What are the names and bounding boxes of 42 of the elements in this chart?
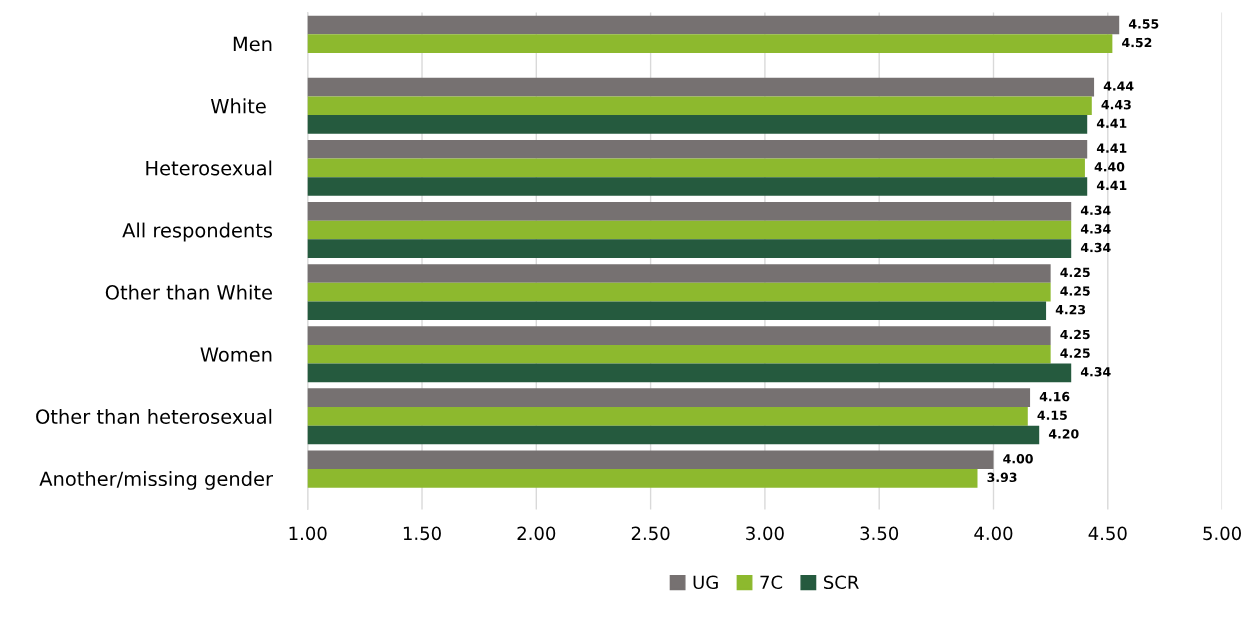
data-label: 4.40 [1094,162,1125,172]
data-label: 4.55 [1128,19,1159,29]
y-tick-label: Men [233,36,272,52]
data-label: 4.41 [1096,143,1127,153]
data-label: 4.25 [1060,286,1090,296]
x-tick-label: 5.00 [1203,526,1241,541]
y-tick-label: White [210,98,266,114]
data-label: 4.15 [1037,410,1067,420]
data-label: 4.20 [1048,429,1079,439]
x-tick-label: 4.50 [1088,526,1127,541]
data-label: 4.34 [1080,367,1111,377]
y-tick-label: All respondents [122,222,273,242]
data-label: 3.93 [987,472,1017,483]
y-tick-label: Women [200,347,272,362]
data-label: 4.44 [1103,81,1134,91]
x-tick-label: 4.00 [974,526,1013,541]
data-label: 4.16 [1039,391,1070,402]
x-tick-label: 2.50 [631,526,670,541]
data-label: 4.41 [1096,180,1127,190]
y-tick-label: Other than heterosexual [36,408,272,424]
data-label: 4.25 [1060,348,1090,358]
data-label: 4.52 [1122,37,1152,48]
x-tick-label: 2.00 [517,526,556,541]
x-tick-label: 3.50 [860,526,899,541]
y-tick-label: Other than White [105,284,272,300]
data-label: 4.43 [1101,99,1131,110]
data-label: 4.34 [1080,242,1111,253]
y-tick-label: Another/missing gender [39,471,273,490]
x-tick-label: 3.00 [746,526,784,541]
data-label: 4.25 [1060,329,1090,340]
x-tick-label: 1.00 [289,526,327,541]
legend-label: UG [693,575,718,590]
data-label: 4.34 [1080,224,1111,234]
data-label: 4.25 [1060,267,1090,278]
y-tick-label: Heterosexual [146,160,272,176]
data-label: 4.41 [1096,118,1127,128]
data-label: 4.23 [1055,304,1086,315]
x-tick-label: 1.50 [403,526,441,541]
legend-label: 7C [760,575,783,590]
data-label: 4.00 [1003,453,1033,464]
legend-label: SCR [823,575,859,590]
data-label: 4.34 [1080,205,1111,215]
